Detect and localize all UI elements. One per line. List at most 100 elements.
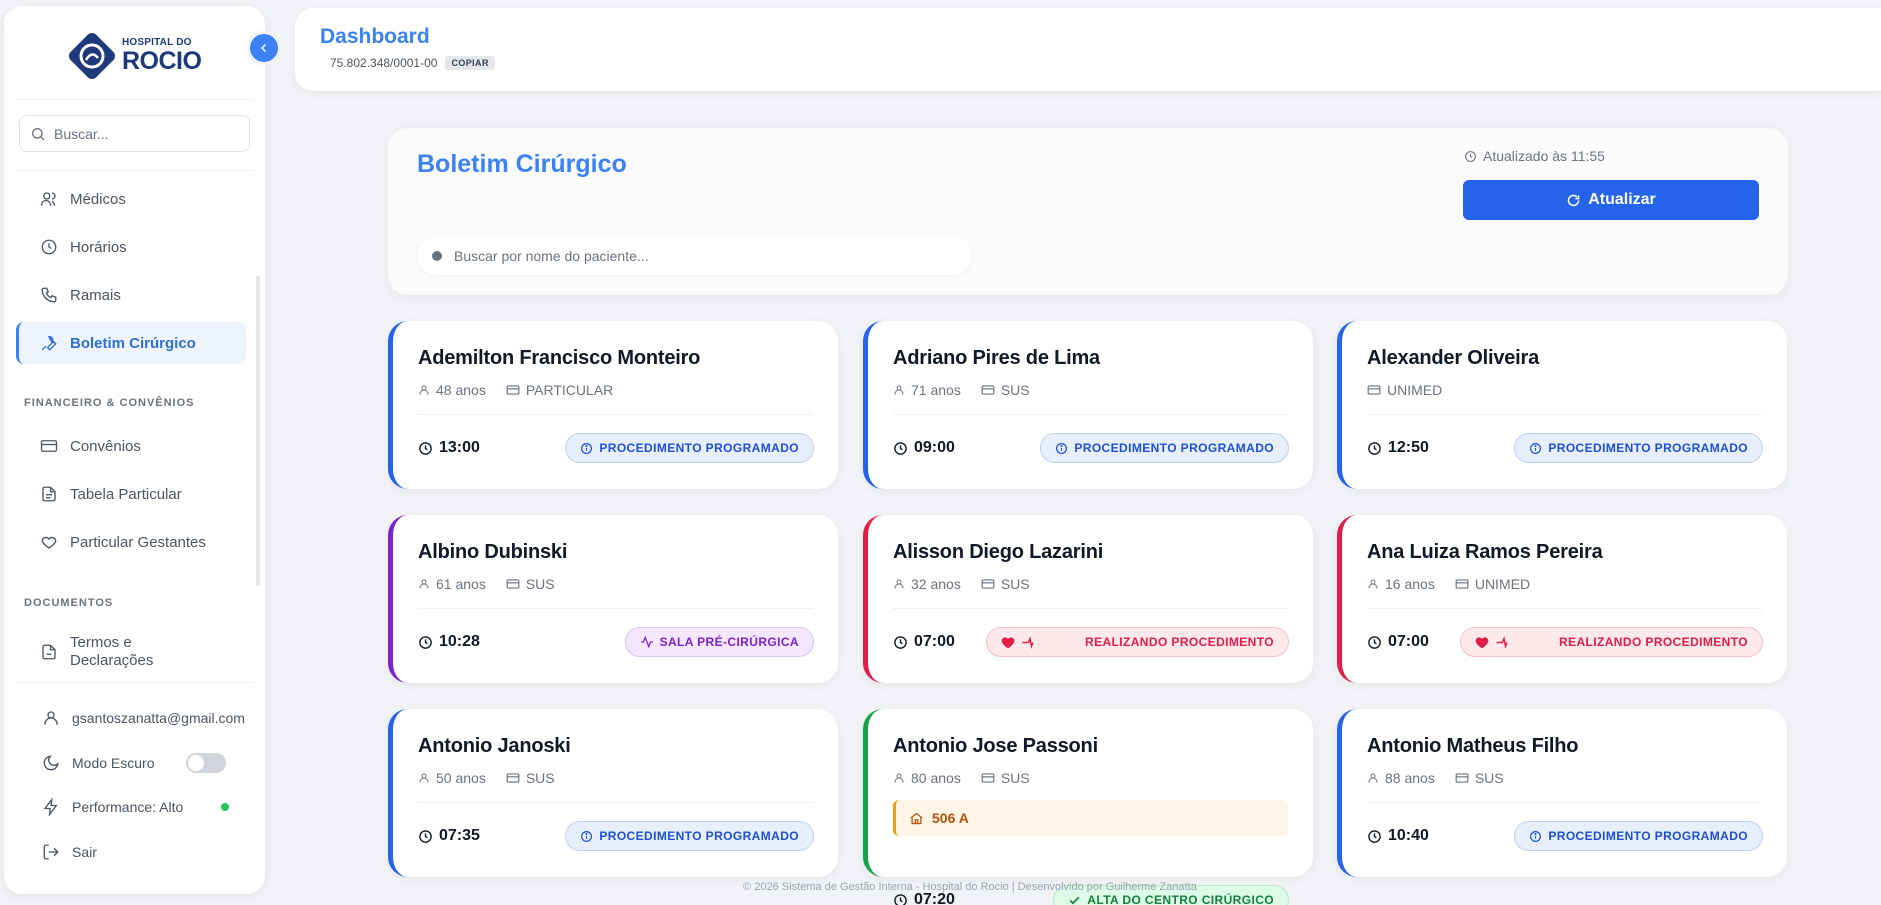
sidebar-item-convenios[interactable]: Convênios xyxy=(16,425,246,467)
sidebar-search xyxy=(19,115,250,152)
surgery-time: 09:00 xyxy=(893,439,955,457)
status-label: PROCEDIMENTO PROGRAMADO xyxy=(1548,441,1748,455)
status-badge: PROCEDIMENTO PROGRAMADO xyxy=(565,821,814,851)
sidebar-item-boletim-cirurgico[interactable]: Boletim Cirúrgico xyxy=(16,322,246,364)
person-icon xyxy=(419,773,429,783)
insurance-card-icon xyxy=(981,385,995,395)
surgery-time: 10:40 xyxy=(1367,827,1429,845)
surgery-time-value: 07:20 xyxy=(914,891,955,905)
patient-card[interactable]: Alisson Diego Lazarini 32 anos SUS 07:00 REA… xyxy=(863,515,1313,683)
patient-card[interactable]: Ana Luiza Ramos Pereira 16 anos UNIMED 07:0… xyxy=(1337,515,1787,683)
insurance-card-icon xyxy=(1455,773,1469,783)
card-divider xyxy=(418,802,813,803)
patient-insurance: UNIMED xyxy=(1387,382,1443,398)
clock-icon xyxy=(419,829,432,843)
patient-search-input[interactable] xyxy=(454,247,934,264)
info-icon xyxy=(581,442,593,454)
patient-insurance: SUS xyxy=(1474,770,1504,786)
patient-card[interactable]: Antonio Matheus Filho 88 anos SUS 10:40 PROC… xyxy=(1337,709,1787,877)
surgery-time-value: 09:00 xyxy=(914,439,955,456)
refresh-button[interactable]: Atualizar xyxy=(1463,180,1759,220)
hospital-logo[interactable]: HOSPITAL DO ROCIO xyxy=(66,30,202,82)
patient-insurance: SUS xyxy=(525,576,555,592)
status-label: REALIZANDO PROCEDIMENTO xyxy=(1085,635,1274,649)
boletim-title: Boletim Cirúrgico xyxy=(417,150,627,178)
patient-age: 50 anos xyxy=(436,770,486,786)
surgery-time: 07:00 xyxy=(893,633,955,651)
person-icon xyxy=(1368,579,1378,589)
status-badge: PROCEDIMENTO PROGRAMADO xyxy=(565,433,814,463)
surgery-time: 07:35 xyxy=(418,827,480,845)
status-label: SALA PRÉ-CIRÚRGICA xyxy=(659,635,799,649)
phone-icon xyxy=(41,287,57,303)
last-updated-text: Atualizado às 11:55 xyxy=(1483,148,1605,164)
patient-age: 88 anos xyxy=(1385,770,1435,786)
user-account[interactable]: gsantoszanatta@gmail.com xyxy=(42,709,245,727)
sidebar-item-particular-gestantes[interactable]: Particular Gestantes xyxy=(16,521,246,563)
surgery-time-value: 10:40 xyxy=(1388,827,1429,844)
sidebar-item-label: Ramais xyxy=(70,286,121,304)
info-icon xyxy=(1056,442,1068,454)
person-icon xyxy=(894,385,904,395)
sidebar-item-horarios[interactable]: Horários xyxy=(16,226,246,268)
activity-icon xyxy=(640,635,653,649)
patient-card[interactable]: Albino Dubinski 61 anos SUS 10:28 SALA PRÉ-C… xyxy=(388,515,838,683)
status-label: PROCEDIMENTO PROGRAMADO xyxy=(599,829,799,843)
surgery-time-value: 07:00 xyxy=(1388,633,1429,650)
boletim-panel: Boletim Cirúrgico Atualizado às 11:55 At… xyxy=(388,128,1788,295)
heart-icon xyxy=(1001,636,1015,648)
info-icon xyxy=(1530,442,1542,454)
patient-name: Antonio Jose Passoni xyxy=(893,735,1098,757)
status-label: REALIZANDO PROCEDIMENTO xyxy=(1559,635,1748,649)
surgery-time: 07:20 xyxy=(893,891,955,905)
section-title-documentos: DOCUMENTOS xyxy=(24,597,114,609)
dark-mode-row: Modo Escuro xyxy=(42,753,227,773)
patient-name: Adriano Pires de Lima xyxy=(893,347,1100,369)
insurance-card-icon xyxy=(506,579,520,589)
cnpj-row: 75.802.348/0001-00 COPIAR xyxy=(330,56,495,70)
person-icon xyxy=(894,773,904,783)
performance-label: Performance: Alto xyxy=(72,799,184,815)
last-updated: Atualizado às 11:55 xyxy=(1464,148,1605,164)
patient-meta: 48 anos PARTICULAR xyxy=(418,382,613,398)
clock-icon xyxy=(1368,635,1381,649)
surgery-time: 13:00 xyxy=(418,439,480,457)
patient-insurance: SUS xyxy=(1000,576,1030,592)
logout-button[interactable]: Sair xyxy=(42,843,97,861)
sidebar-item-label: Convênios xyxy=(70,437,141,455)
sidebar-search-input[interactable] xyxy=(54,125,234,142)
patient-card[interactable]: Antonio Janoski 50 anos SUS 07:35 PROCEDIMEN… xyxy=(388,709,838,877)
patient-age: 32 anos xyxy=(911,576,961,592)
collapse-sidebar-button[interactable] xyxy=(247,31,281,65)
surgery-time-value: 10:28 xyxy=(439,633,480,650)
clock-icon xyxy=(419,441,432,455)
insurance-card-icon xyxy=(981,579,995,589)
patient-meta: 71 anos SUS xyxy=(893,382,1030,398)
logo-text-small: HOSPITAL DO xyxy=(122,37,192,48)
heart-icon xyxy=(41,536,57,549)
patient-name: Alexander Oliveira xyxy=(1367,347,1540,369)
room-badge: 506 A xyxy=(893,800,1288,836)
sidebar-item-medicos[interactable]: Médicos xyxy=(16,178,246,220)
clock-icon xyxy=(1465,150,1476,162)
card-divider xyxy=(1367,414,1762,415)
patient-card[interactable]: Ademilton Francisco Monteiro 48 anos PARTI… xyxy=(388,321,838,489)
patient-card[interactable]: Alexander Oliveira UNIMED 12:50 PROCEDIMENT… xyxy=(1337,321,1787,489)
card-divider xyxy=(893,608,1288,609)
patient-insurance: SUS xyxy=(525,770,555,786)
logout-icon xyxy=(43,844,59,860)
hospital-logo-icon xyxy=(69,33,115,79)
dark-mode-label: Modo Escuro xyxy=(72,755,155,771)
home-icon xyxy=(910,812,923,824)
surgery-time-value: 13:00 xyxy=(439,439,480,456)
sidebar-item-ramais[interactable]: Ramais xyxy=(16,274,246,316)
patient-card[interactable]: Antonio Jose Passoni 80 anos SUS 506 A 07:20… xyxy=(863,709,1313,905)
person-icon xyxy=(419,579,429,589)
patient-meta: UNIMED xyxy=(1367,382,1442,398)
copy-button[interactable]: COPIAR xyxy=(445,56,495,70)
patient-card[interactable]: Adriano Pires de Lima 71 anos SUS 09:00 PROC… xyxy=(863,321,1313,489)
sidebar-item-tabela-particular[interactable]: Tabela Particular xyxy=(16,473,246,515)
sidebar-item-termos-declaracoes[interactable]: Termos e Declarações xyxy=(16,630,246,674)
dark-mode-toggle[interactable] xyxy=(186,753,227,773)
sidebar-scrollbar[interactable] xyxy=(256,276,260,586)
